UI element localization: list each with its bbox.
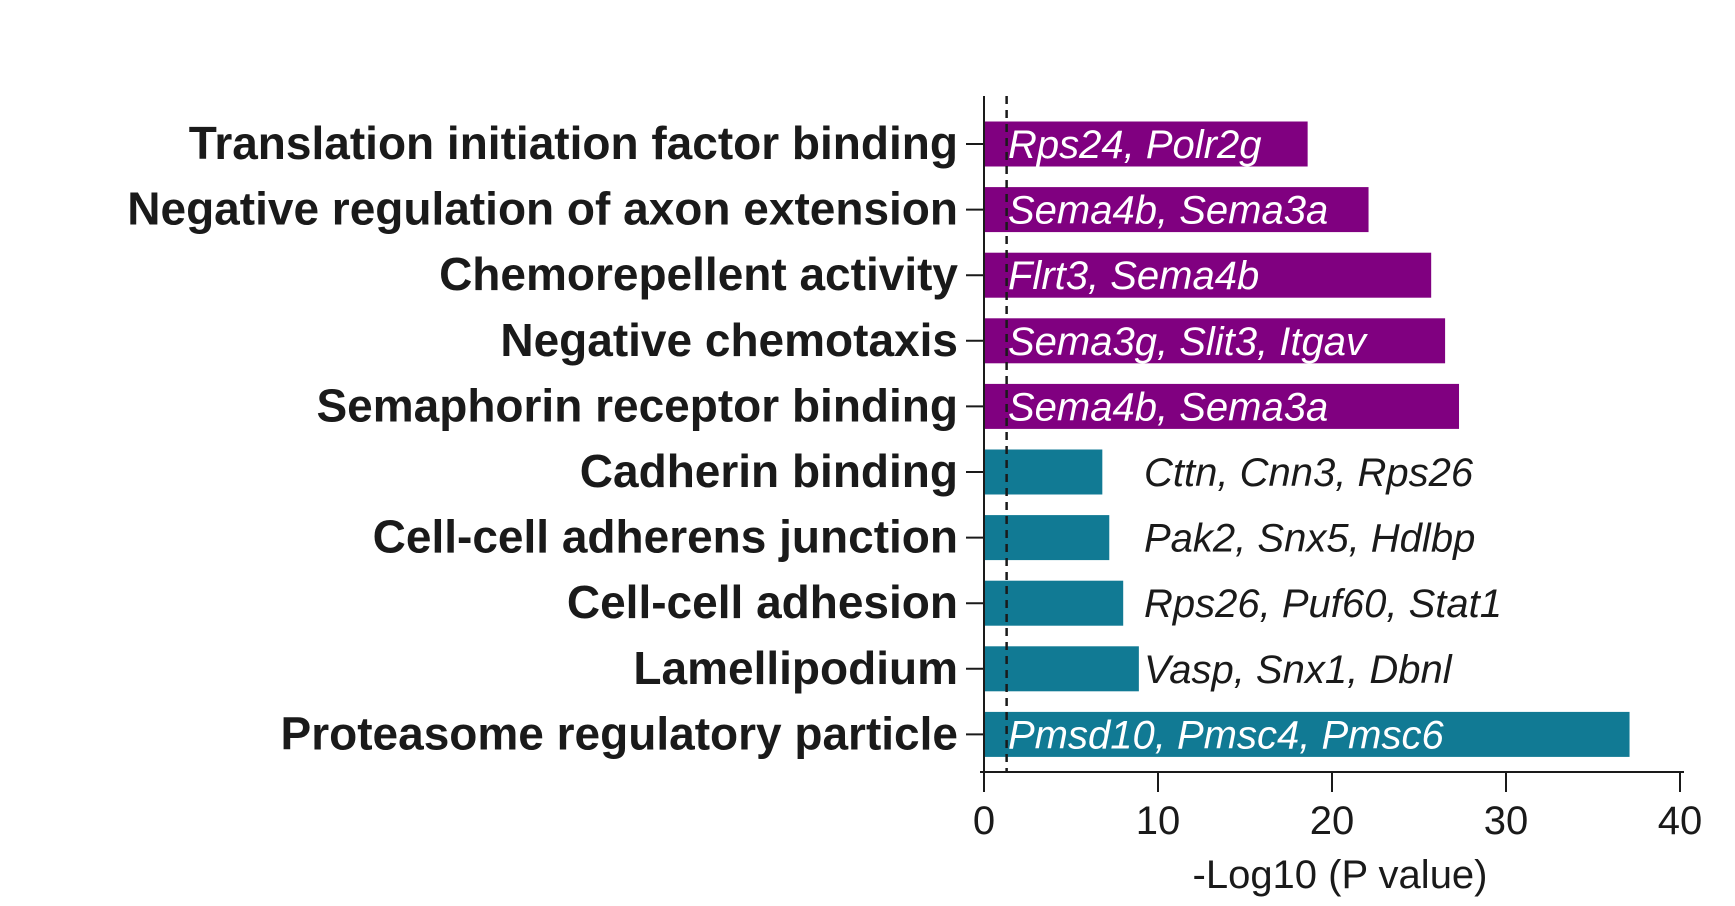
category-label-1: Negative regulation of axon extension [127,183,958,235]
gene-label-9: Pmsd10, Pmsc4, Pmsc6 [1008,713,1444,757]
x-axis-title: -Log10 (P value) [1193,853,1488,897]
labels-layer: Translation initiation factor binding Rps… [127,117,1502,759]
category-label-2: Chemorepellent activity [439,248,958,300]
gene-label-0: Rps24, Polr2g [1008,123,1261,167]
bar-0 [984,121,1308,167]
bars-layer [984,121,1630,757]
gene-label-1: Sema4b, Sema3a [1008,189,1328,233]
x-tick-label-3: 30 [1484,799,1529,843]
gene-label-8: Vasp, Snx1, Dbnl [1144,648,1453,692]
category-label-6: Cell-cell adherens junction [373,511,958,563]
category-label-4: Semaphorin receptor binding [316,379,958,431]
x-tick-label-0: 0 [973,799,995,843]
bar-5 [984,449,1103,495]
category-label-0: Translation initiation factor binding [189,117,958,169]
category-label-3: Negative chemotaxis [500,314,958,366]
x-tick-label-2: 20 [1310,799,1355,843]
gene-label-5: Cttn, Cnn3, Rps26 [1144,451,1474,495]
x-axis: 0 10 20 30 40 [966,96,1702,843]
bar-2 [984,252,1432,298]
bar-8 [984,646,1139,692]
gene-label-6: Pak2, Snx5, Hdlbp [1144,517,1475,561]
category-label-8: Lamellipodium [633,642,958,694]
category-label-5: Cadherin binding [580,445,958,497]
gene-label-3: Sema3g, Slit3, Itgav [1008,320,1368,364]
bar-3 [984,318,1446,364]
bar-9 [984,711,1630,757]
x-tick-label-1: 10 [1136,799,1181,843]
bar-7 [984,580,1124,626]
bar-6 [984,515,1110,561]
gene-label-4: Sema4b, Sema3a [1008,385,1328,429]
category-label-7: Cell-cell adhesion [567,576,958,628]
category-label-9: Proteasome regulatory particle [281,707,958,759]
bar-4 [984,383,1460,429]
bar-1 [984,187,1369,233]
gene-label-2: Flrt3, Sema4b [1008,254,1259,298]
x-tick-label-4: 40 [1658,799,1703,843]
gene-label-7: Rps26, Puf60, Stat1 [1144,582,1502,626]
